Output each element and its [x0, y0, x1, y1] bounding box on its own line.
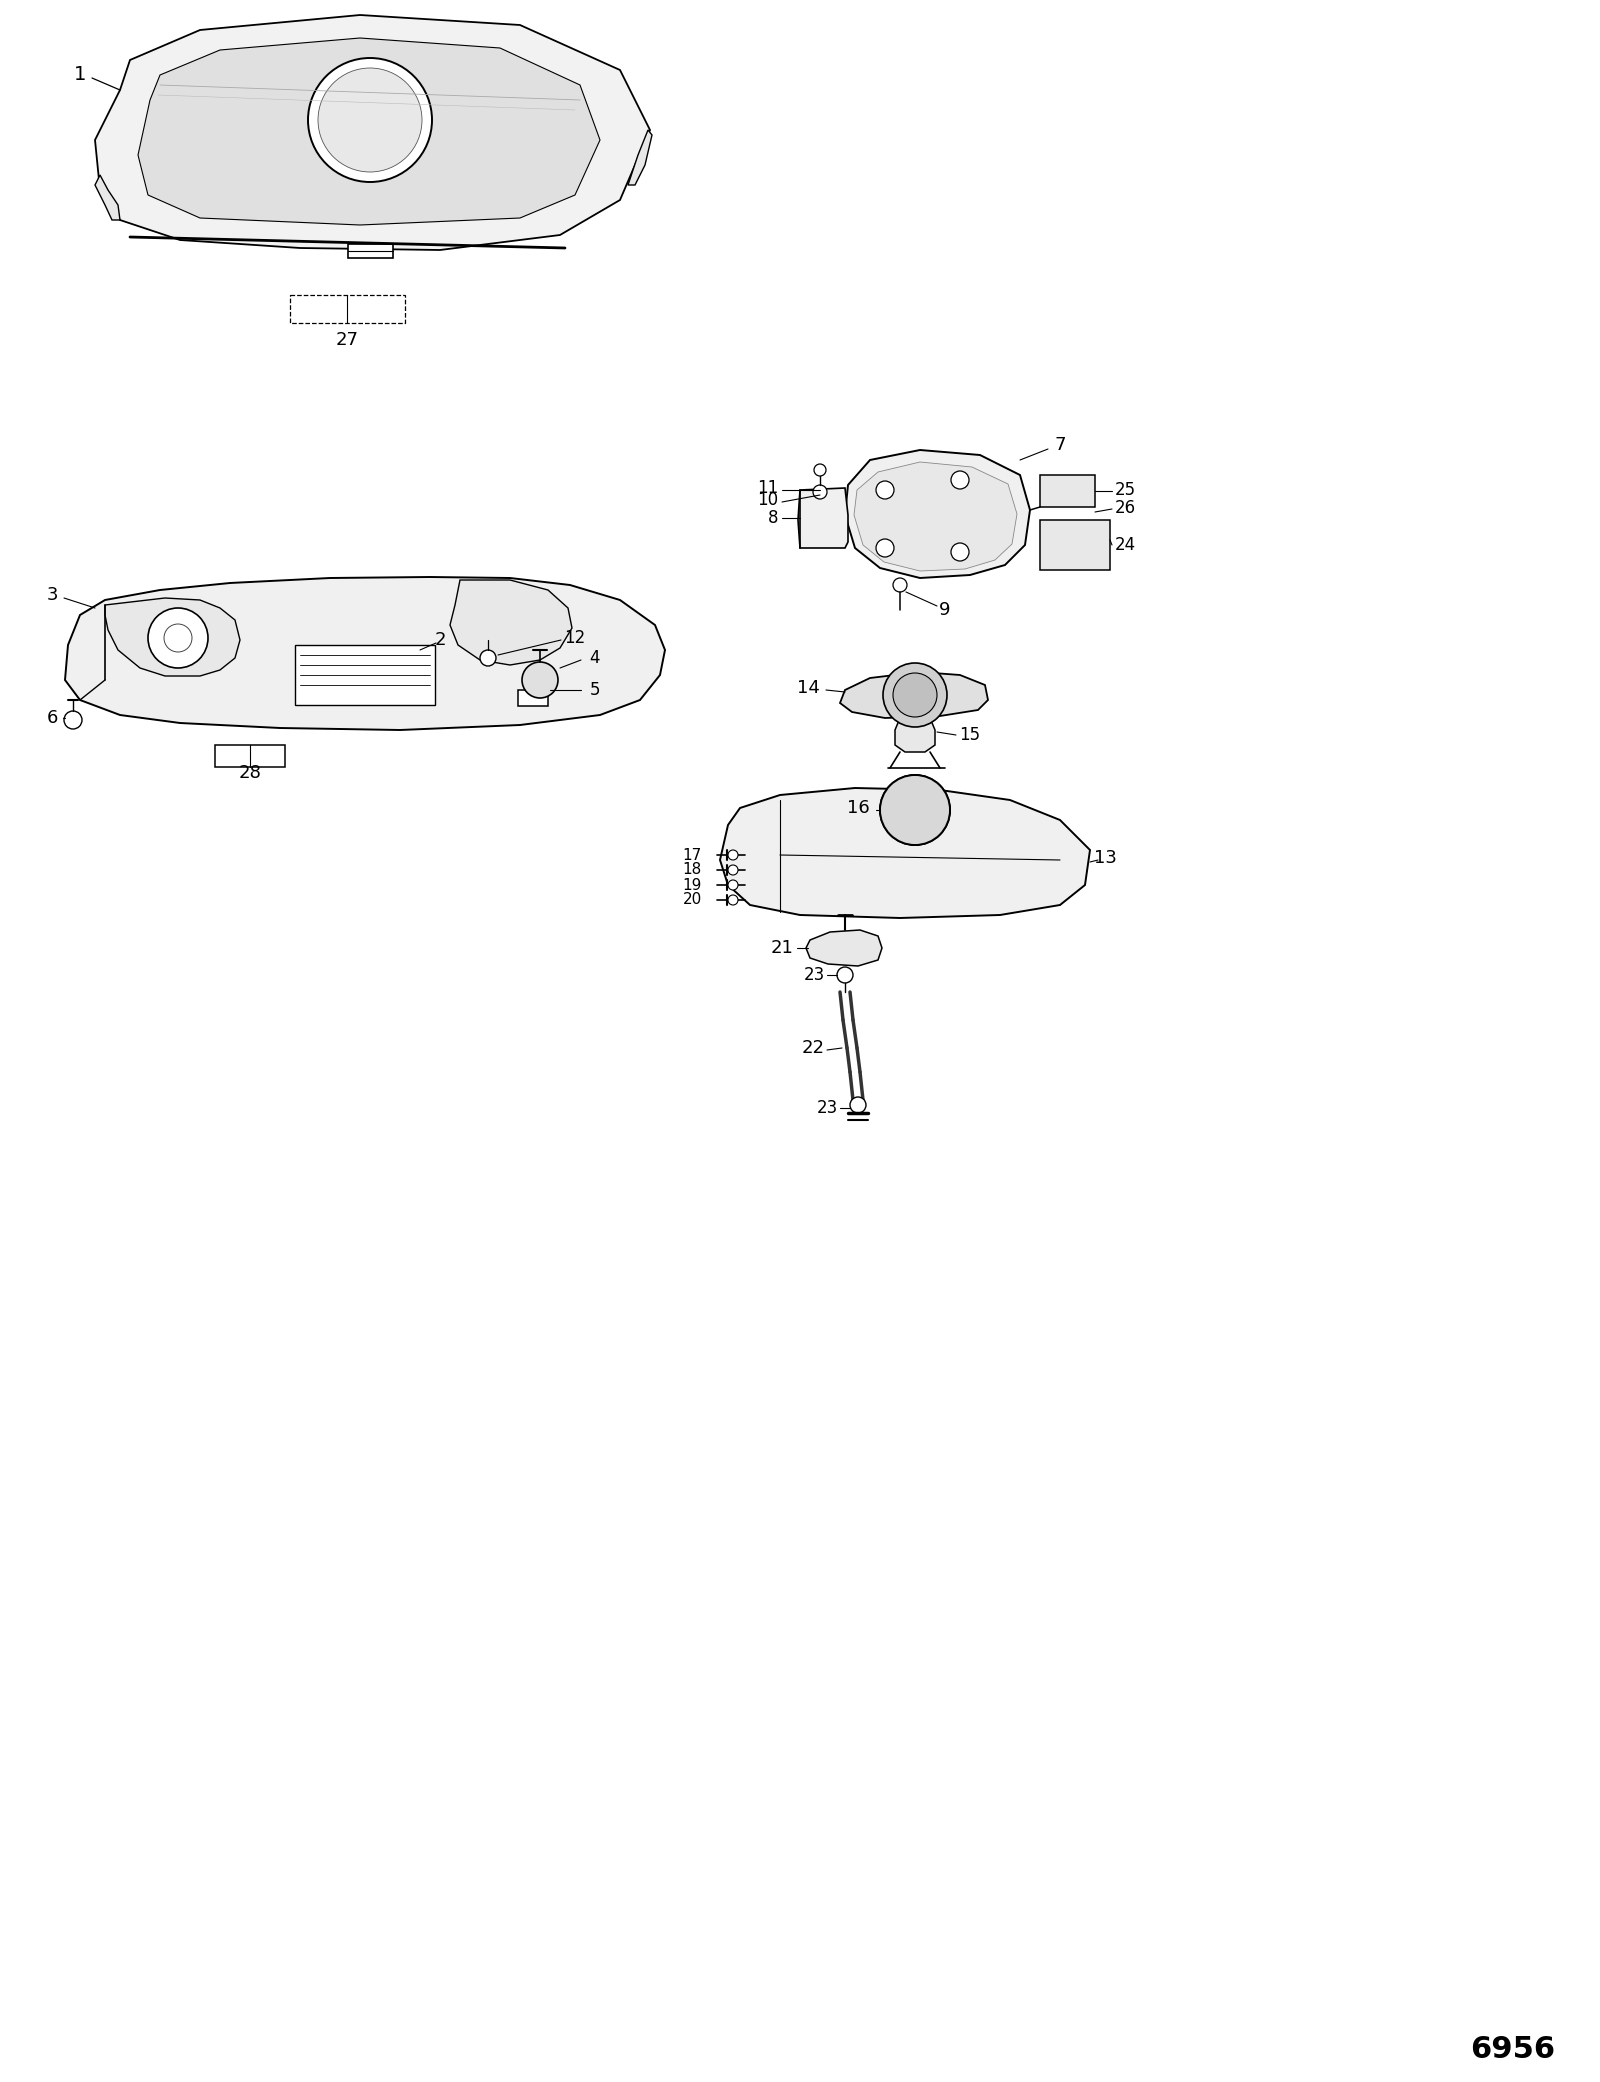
Text: 1: 1 — [74, 65, 86, 85]
Polygon shape — [450, 581, 573, 664]
Circle shape — [893, 672, 938, 716]
Circle shape — [837, 966, 853, 983]
Circle shape — [64, 710, 82, 729]
Bar — [1040, 475, 1094, 508]
Text: 14: 14 — [797, 679, 819, 697]
Polygon shape — [66, 577, 666, 731]
Polygon shape — [798, 487, 848, 548]
Bar — [214, 745, 285, 766]
Circle shape — [318, 69, 422, 173]
Text: 16: 16 — [848, 799, 870, 816]
Polygon shape — [720, 787, 1090, 918]
Text: 5: 5 — [590, 681, 600, 700]
Text: 6956: 6956 — [1470, 2036, 1555, 2065]
Text: 27: 27 — [336, 331, 358, 350]
Bar — [1040, 520, 1110, 570]
Text: 6: 6 — [46, 710, 58, 727]
Text: 26: 26 — [1115, 500, 1136, 516]
Circle shape — [728, 864, 738, 874]
Text: 12: 12 — [565, 629, 586, 648]
Polygon shape — [106, 598, 240, 677]
Text: 10: 10 — [757, 491, 778, 508]
Text: 21: 21 — [770, 939, 794, 958]
Polygon shape — [806, 931, 882, 966]
Text: 15: 15 — [960, 727, 981, 743]
Polygon shape — [138, 37, 600, 225]
Polygon shape — [845, 450, 1030, 579]
Circle shape — [950, 543, 970, 560]
Circle shape — [814, 464, 826, 477]
Circle shape — [890, 785, 941, 837]
Bar — [290, 296, 405, 323]
Text: 7: 7 — [1054, 435, 1066, 454]
Text: 4: 4 — [590, 650, 600, 666]
Text: 2: 2 — [434, 631, 446, 650]
Circle shape — [165, 625, 192, 652]
Circle shape — [893, 579, 907, 591]
Polygon shape — [94, 175, 120, 221]
Text: 8: 8 — [768, 508, 778, 527]
Circle shape — [877, 539, 894, 558]
Text: 25: 25 — [1115, 481, 1136, 500]
Text: 23: 23 — [803, 966, 826, 985]
Circle shape — [880, 775, 950, 845]
Text: 9: 9 — [939, 602, 950, 618]
Circle shape — [728, 881, 738, 889]
Circle shape — [880, 775, 950, 845]
Circle shape — [147, 608, 208, 668]
Circle shape — [728, 849, 738, 860]
Text: 28: 28 — [238, 764, 261, 783]
Text: 19: 19 — [683, 877, 702, 893]
Circle shape — [728, 895, 738, 906]
Circle shape — [950, 471, 970, 489]
Circle shape — [813, 485, 827, 500]
Text: 23: 23 — [816, 1099, 838, 1118]
Text: 11: 11 — [757, 479, 778, 498]
Polygon shape — [840, 672, 989, 718]
Bar — [518, 689, 547, 706]
Text: 13: 13 — [1093, 849, 1117, 866]
Bar — [349, 244, 394, 258]
Circle shape — [883, 662, 947, 727]
Polygon shape — [627, 129, 653, 185]
Polygon shape — [94, 15, 650, 250]
Polygon shape — [854, 462, 1018, 570]
Circle shape — [480, 650, 496, 666]
Polygon shape — [894, 718, 934, 752]
Text: 18: 18 — [683, 862, 702, 877]
Circle shape — [307, 58, 432, 181]
Text: 22: 22 — [802, 1039, 826, 1058]
Text: 3: 3 — [46, 585, 58, 604]
Text: 17: 17 — [683, 847, 702, 862]
Circle shape — [850, 1097, 866, 1114]
Circle shape — [877, 481, 894, 500]
Text: 24: 24 — [1115, 535, 1136, 554]
Text: 20: 20 — [683, 893, 702, 908]
Circle shape — [522, 662, 558, 697]
Bar — [294, 645, 435, 706]
